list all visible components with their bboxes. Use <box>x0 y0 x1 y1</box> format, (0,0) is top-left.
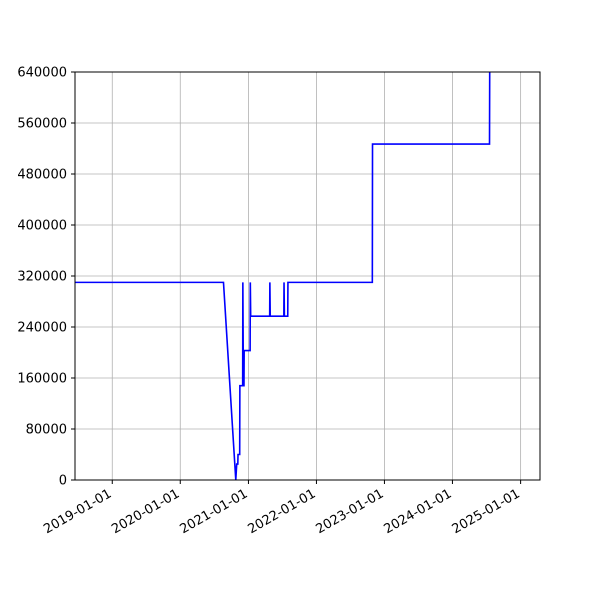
series-line <box>75 71 491 481</box>
y-tick-label: 80000 <box>26 423 67 438</box>
y-tick-label: 480000 <box>17 168 67 183</box>
y-tick-label: 160000 <box>17 372 67 387</box>
y-axis: 0 80000 160000 240000 320000 400000 480000 5600… <box>17 66 75 489</box>
y-tick-label: 560000 <box>17 117 67 132</box>
y-tick-label: 320000 <box>17 270 67 285</box>
y-tick-label: 0 <box>59 474 67 489</box>
y-tick-label: 640000 <box>17 66 67 81</box>
y-tick-label: 240000 <box>17 321 67 336</box>
y-tick-label: 400000 <box>17 219 67 234</box>
series-group <box>75 71 491 481</box>
